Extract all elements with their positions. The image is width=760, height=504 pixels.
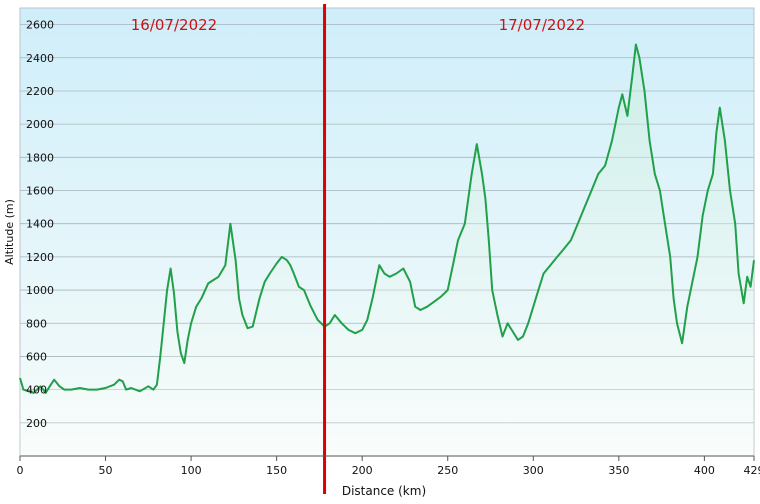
x-tick-label: 300: [523, 464, 544, 477]
day-label: 16/07/2022: [131, 16, 217, 34]
x-tick-label: 0: [17, 464, 24, 477]
y-tick-label: 800: [26, 317, 47, 330]
x-axis-label: Distance (km): [342, 484, 426, 498]
y-tick-label: 400: [26, 384, 47, 397]
x-tick-label: 50: [99, 464, 113, 477]
x-tick-label: 200: [352, 464, 373, 477]
day-label: 17/07/2022: [499, 16, 585, 34]
y-tick-label: 600: [26, 350, 47, 363]
y-tick-label: 1400: [26, 218, 54, 231]
x-tick-label: 250: [437, 464, 458, 477]
y-tick-label: 1800: [26, 151, 54, 164]
y-tick-label: 1600: [26, 185, 54, 198]
y-tick-label: 1000: [26, 284, 54, 297]
x-tick-label: 100: [181, 464, 202, 477]
x-tick-label: 350: [608, 464, 629, 477]
y-tick-label: 2000: [26, 118, 54, 131]
y-tick-label: 1200: [26, 251, 54, 264]
x-tick-label: 150: [266, 464, 287, 477]
y-tick-label: 200: [26, 417, 47, 430]
y-axis-label: Altitude (m): [3, 199, 16, 265]
y-tick-label: 2200: [26, 85, 54, 98]
x-tick-label: 400: [694, 464, 715, 477]
y-tick-label: 2400: [26, 52, 54, 65]
x-tick-label: 429: [744, 464, 760, 477]
y-tick-label: 2600: [26, 19, 54, 32]
